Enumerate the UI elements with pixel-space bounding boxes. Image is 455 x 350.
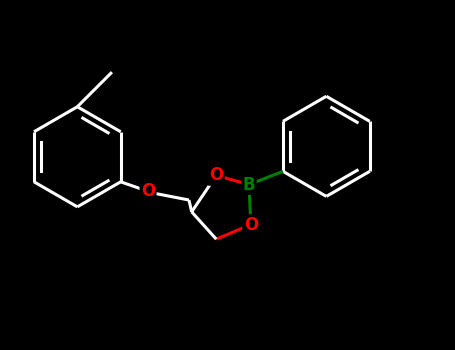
Text: O: O xyxy=(209,167,223,184)
Text: B: B xyxy=(243,176,255,194)
Text: O: O xyxy=(244,216,258,233)
Text: O: O xyxy=(141,182,155,200)
